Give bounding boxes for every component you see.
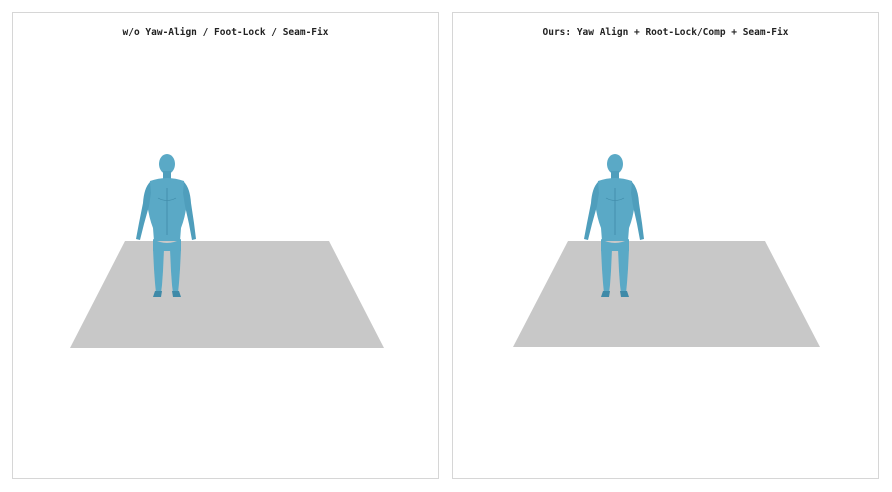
human-body-mesh xyxy=(584,154,644,297)
human-body-mesh xyxy=(136,154,196,297)
panel-ours: Ours: Yaw Align + Root-Lock/Comp + Seam-… xyxy=(452,12,879,479)
panel-baseline: w/o Yaw-Align / Foot-Lock / Seam-Fix xyxy=(12,12,439,479)
render-viewport-ours xyxy=(513,154,820,347)
panel-title-baseline: w/o Yaw-Align / Foot-Lock / Seam-Fix xyxy=(122,27,329,38)
ground-plane xyxy=(70,241,384,348)
panel-title-ours: Ours: Yaw Align + Root-Lock/Comp + Seam-… xyxy=(542,27,789,38)
render-viewport-baseline xyxy=(70,154,384,348)
ground-plane xyxy=(513,241,820,347)
